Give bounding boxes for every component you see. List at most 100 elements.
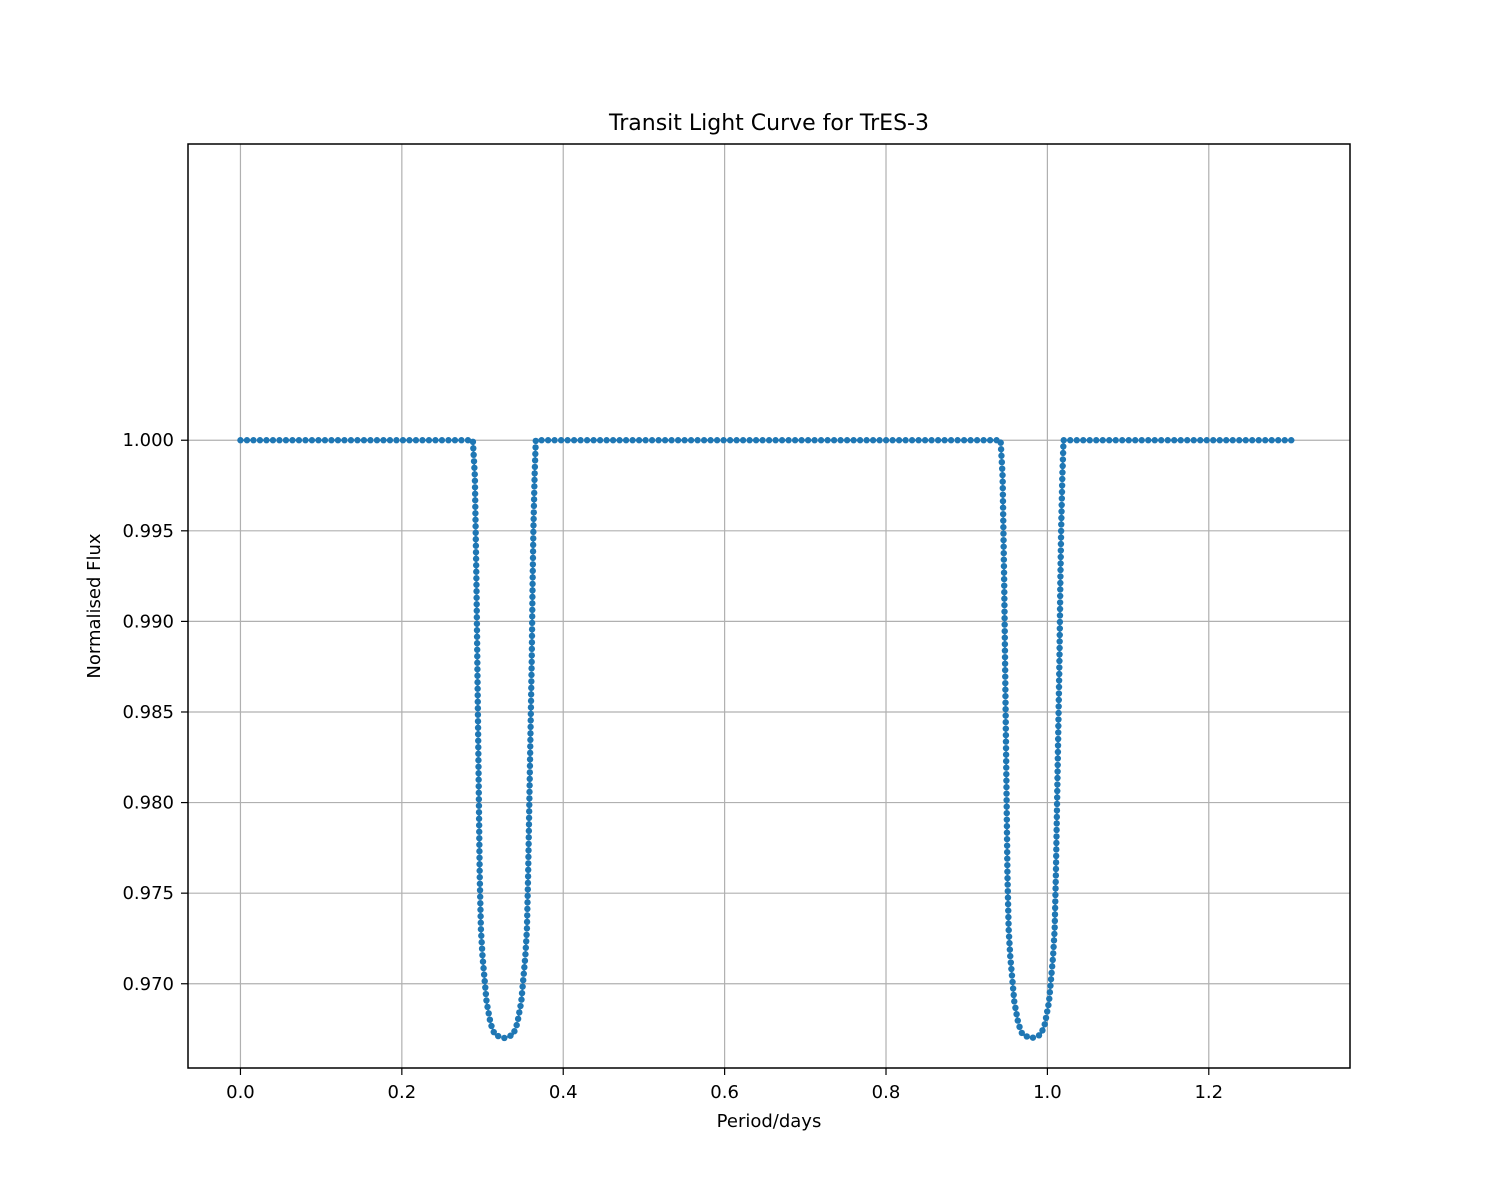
data-point	[516, 1009, 523, 1016]
data-point	[475, 737, 482, 744]
data-point	[1164, 437, 1171, 444]
data-point	[1236, 437, 1243, 444]
data-point	[1052, 898, 1059, 905]
data-point	[472, 536, 480, 543]
data-point	[488, 1022, 495, 1030]
data-point	[1053, 839, 1060, 847]
data-point	[474, 698, 481, 705]
data-point	[524, 892, 531, 900]
data-point	[609, 437, 617, 444]
data-point	[934, 437, 942, 444]
ticks: 0.0 0.2 0.4 0.6 0.8 1.0 1.2 0.970 0.975 0.980 0.98…	[122, 430, 1223, 1103]
data-point	[629, 437, 636, 444]
data-point	[514, 1015, 522, 1023]
data-point	[1001, 666, 1009, 674]
data-point	[473, 568, 480, 575]
data-point	[524, 873, 532, 880]
data-point	[474, 672, 481, 679]
data-point	[530, 496, 538, 503]
data-point	[1057, 579, 1064, 587]
data-point	[1003, 822, 1011, 830]
data-point	[486, 1016, 494, 1023]
data-point	[921, 437, 929, 444]
y-axis-label: Normalised Flux	[84, 533, 105, 678]
data-point	[759, 437, 766, 444]
data-point	[1051, 924, 1058, 931]
data-point	[1216, 437, 1223, 444]
data-point	[523, 918, 531, 926]
data-point	[1010, 991, 1017, 999]
data-point	[1056, 592, 1064, 600]
data-point	[1004, 855, 1011, 862]
data-point	[1006, 946, 1014, 953]
data-point	[425, 437, 433, 444]
data-point	[269, 437, 277, 444]
data-point	[1086, 437, 1093, 444]
data-point	[1053, 846, 1060, 853]
data-point	[1000, 530, 1007, 537]
data-point	[713, 437, 721, 444]
data-point	[470, 451, 477, 459]
data-point	[642, 437, 649, 444]
data-point	[532, 450, 539, 458]
data-point	[302, 437, 309, 444]
data-point	[1262, 437, 1269, 444]
data-point	[517, 1002, 524, 1010]
data-point	[1057, 586, 1064, 593]
data-point	[507, 1032, 514, 1039]
data-point	[1052, 865, 1060, 873]
data-point	[1003, 803, 1010, 810]
data-point	[1050, 943, 1057, 951]
data-point	[1001, 634, 1009, 641]
data-point	[1000, 556, 1008, 563]
data-point	[263, 437, 270, 444]
data-point	[1056, 644, 1063, 652]
data-point	[526, 795, 533, 802]
data-point	[1002, 757, 1010, 765]
data-point	[1023, 1033, 1030, 1040]
data-point	[1054, 768, 1061, 775]
data-point	[354, 437, 361, 444]
data-point	[1046, 989, 1054, 996]
data-point	[529, 606, 536, 614]
data-point	[1056, 618, 1064, 626]
data-point	[1051, 911, 1059, 918]
data-point	[998, 465, 1006, 472]
data-point	[367, 437, 374, 444]
data-point	[477, 913, 484, 920]
data-point	[1138, 437, 1145, 444]
data-point	[474, 666, 481, 673]
data-point	[1132, 437, 1139, 444]
data-point	[1003, 790, 1010, 797]
y-tick-label: 0.980	[122, 793, 174, 814]
data-point	[1003, 829, 1011, 836]
data-point	[1056, 631, 1063, 639]
data-point	[1002, 686, 1009, 693]
data-point	[1044, 1008, 1051, 1015]
data-point	[1006, 939, 1013, 947]
data-point	[1002, 751, 1010, 758]
data-point	[530, 535, 537, 542]
data-point	[473, 575, 480, 582]
data-point	[529, 580, 536, 588]
data-point	[526, 749, 534, 757]
data-point	[475, 757, 482, 764]
data-point	[1058, 521, 1065, 528]
data-point	[1002, 744, 1010, 752]
x-axis-label: Period/days	[717, 1111, 822, 1132]
data-point	[1057, 560, 1064, 567]
data-point	[519, 983, 526, 990]
data-point	[876, 437, 883, 444]
data-point	[476, 828, 483, 835]
data-point	[1223, 437, 1230, 444]
data-point	[528, 626, 536, 633]
data-point	[475, 783, 482, 790]
data-point	[471, 490, 479, 497]
data-point	[469, 438, 477, 446]
data-point	[532, 437, 539, 445]
data-point	[473, 607, 480, 614]
data-point	[1059, 462, 1066, 470]
data-point	[527, 697, 535, 705]
data-point	[527, 704, 535, 711]
data-point	[476, 867, 483, 874]
